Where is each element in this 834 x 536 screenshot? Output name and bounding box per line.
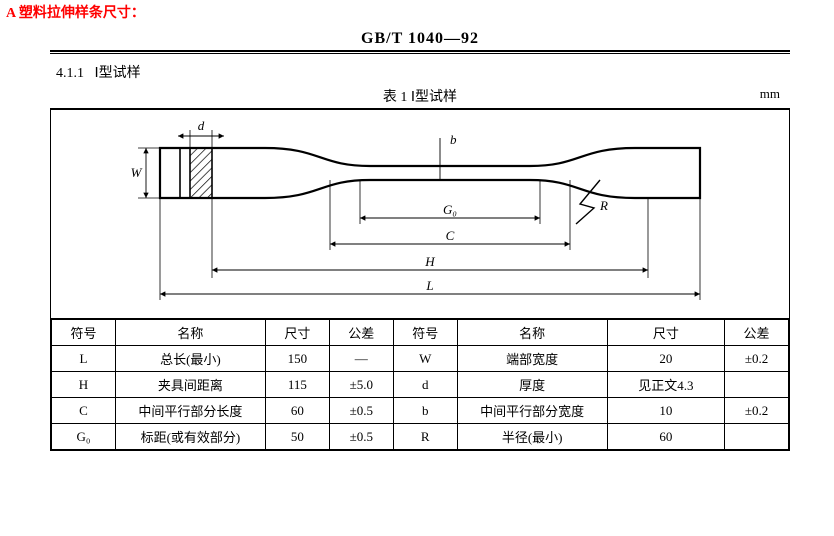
cell: 半径(最小) (457, 424, 607, 450)
dimension-table: 符号 名称 尺寸 公差 符号 名称 尺寸 公差 L 总长(最小) 150 — W (51, 319, 789, 450)
section-number: 4.1.1 (56, 66, 84, 81)
hdr-symbol-l: 符号 (52, 320, 116, 346)
table-header-row: 符号 名称 尺寸 公差 符号 名称 尺寸 公差 (52, 320, 789, 346)
hdr-name-l: 名称 (115, 320, 265, 346)
hdr-size-l: 尺寸 (265, 320, 329, 346)
cell: 50 (265, 424, 329, 450)
cell: H (52, 372, 116, 398)
label-c: C (446, 228, 455, 243)
hdr-symbol-r: 符号 (393, 320, 457, 346)
page-content: GB/T 1040—92 4.1.1 Ⅰ型试样 表 1 Ⅰ型试样 mm (50, 30, 790, 451)
rule-heavy (50, 50, 790, 52)
cell: 150 (265, 346, 329, 372)
grip-hatch (190, 148, 212, 198)
label-d: d (198, 118, 205, 133)
section-title: Ⅰ型试样 (95, 66, 141, 81)
cell: 夹具间距离 (115, 372, 265, 398)
standard-code: GB/T 1040—92 (50, 30, 790, 50)
table-caption: 表 1 Ⅰ型试样 (383, 90, 457, 105)
cell: 60 (265, 398, 329, 424)
cell: ±5.0 (329, 372, 393, 398)
cell: b (393, 398, 457, 424)
table-row: H 夹具间距离 115 ±5.0 d 厚度 见正文4.3 (52, 372, 789, 398)
cell: 标距(或有效部分) (115, 424, 265, 450)
label-h: H (424, 254, 435, 269)
cell (725, 372, 789, 398)
unit-label: mm (760, 86, 780, 102)
cell: ±0.5 (329, 398, 393, 424)
cell: ±0.2 (725, 346, 789, 372)
cell (725, 424, 789, 450)
dimension-table-wrap: 符号 名称 尺寸 公差 符号 名称 尺寸 公差 L 总长(最小) 150 — W (50, 319, 790, 451)
table-row: G₀ 标距(或有效部分) 50 ±0.5 R 半径(最小) 60 (52, 424, 789, 450)
cell: 总长(最小) (115, 346, 265, 372)
cell: 见正文4.3 (607, 372, 724, 398)
cell: 中间平行部分宽度 (457, 398, 607, 424)
cell: — (329, 346, 393, 372)
cell: W (393, 346, 457, 372)
hdr-size-r: 尺寸 (607, 320, 724, 346)
cell: L (52, 346, 116, 372)
hdr-tol-r: 公差 (725, 320, 789, 346)
cell: ±0.5 (329, 424, 393, 450)
table-body: L 总长(最小) 150 — W 端部宽度 20 ±0.2 H 夹具间距离 11… (52, 346, 789, 450)
label-b: b (450, 132, 457, 147)
cell: d (393, 372, 457, 398)
cell: 端部宽度 (457, 346, 607, 372)
table-row: C 中间平行部分长度 60 ±0.5 b 中间平行部分宽度 10 ±0.2 (52, 398, 789, 424)
cell: R (393, 424, 457, 450)
figure-frame: d b W R G₀ (50, 108, 790, 319)
cell: 20 (607, 346, 724, 372)
hdr-name-r: 名称 (457, 320, 607, 346)
label-l: L (425, 278, 433, 293)
hdr-tol-l: 公差 (329, 320, 393, 346)
cell: 中间平行部分长度 (115, 398, 265, 424)
specimen-diagram: d b W R G₀ (100, 118, 740, 308)
table-caption-row: 表 1 Ⅰ型试样 mm (50, 86, 790, 106)
cell: C (52, 398, 116, 424)
label-r: R (599, 198, 608, 213)
cell: G₀ (52, 424, 116, 450)
dim-r-leader (576, 180, 600, 224)
cell: 10 (607, 398, 724, 424)
specimen-outline (160, 148, 700, 198)
section-heading: 4.1.1 Ⅰ型试样 (56, 62, 790, 82)
label-w: W (131, 165, 143, 180)
table-row: L 总长(最小) 150 — W 端部宽度 20 ±0.2 (52, 346, 789, 372)
top-note: A 塑料拉伸样条尺寸： (6, 2, 145, 22)
label-g0: G₀ (443, 202, 457, 217)
rule-light (50, 53, 790, 54)
cell: ±0.2 (725, 398, 789, 424)
cell: 厚度 (457, 372, 607, 398)
cell: 115 (265, 372, 329, 398)
cell: 60 (607, 424, 724, 450)
